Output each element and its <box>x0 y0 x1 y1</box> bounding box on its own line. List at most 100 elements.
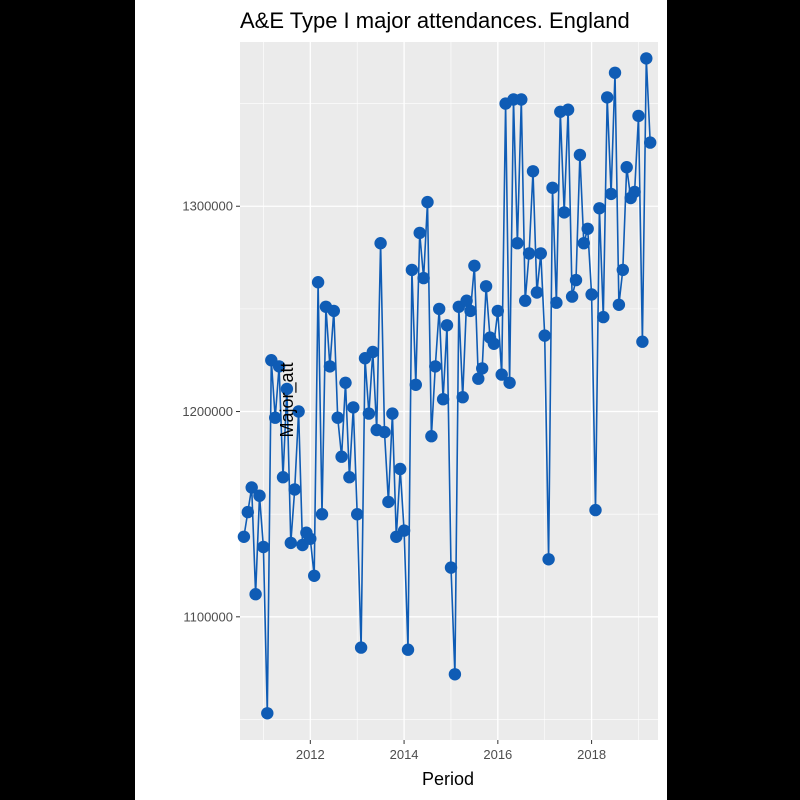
data-point <box>382 495 395 509</box>
data-point <box>581 222 594 235</box>
y-tick-label: 1200000 <box>182 404 233 419</box>
data-point <box>628 185 641 199</box>
data-point <box>331 411 344 424</box>
data-point <box>515 93 528 106</box>
data-point <box>272 360 286 373</box>
data-point <box>569 273 583 287</box>
data-point <box>456 391 469 404</box>
data-point <box>401 643 415 656</box>
data-point <box>429 360 442 373</box>
data-point <box>249 588 262 601</box>
data-point <box>534 247 547 260</box>
x-tick-label: 2016 <box>483 747 512 762</box>
y-axis: 1100000 1200000 1300000 <box>182 199 240 624</box>
data-point <box>304 532 317 545</box>
data-point <box>608 66 622 80</box>
data-point <box>276 471 290 484</box>
data-point <box>397 524 411 537</box>
data-point <box>472 372 485 385</box>
data-point <box>601 91 614 104</box>
data-point <box>487 337 501 350</box>
data-point <box>394 462 407 476</box>
data-point <box>440 319 454 332</box>
data-point <box>558 206 571 219</box>
data-point <box>546 181 559 194</box>
data-point <box>616 263 629 277</box>
data-point <box>351 508 364 521</box>
data-point <box>311 276 325 289</box>
data-point <box>612 298 626 311</box>
data-point <box>245 481 258 494</box>
data-point <box>491 304 504 318</box>
data-point <box>253 489 266 502</box>
data-point <box>604 187 618 201</box>
data-point <box>573 148 587 162</box>
data-point <box>374 237 387 250</box>
data-point <box>292 405 305 418</box>
data-point <box>433 302 446 316</box>
data-point <box>479 280 493 293</box>
data-point <box>530 286 544 299</box>
data-point <box>237 530 251 543</box>
data-point <box>589 503 602 517</box>
data-point <box>257 540 270 554</box>
data-point <box>444 561 458 574</box>
data-point <box>409 378 422 391</box>
data-point <box>421 195 434 209</box>
x-tick-label: 2014 <box>390 747 419 762</box>
y-axis-title: Major_att <box>277 362 298 437</box>
data-point <box>565 290 579 303</box>
data-point <box>362 407 376 420</box>
plot-area <box>240 42 658 740</box>
data-point <box>284 536 297 550</box>
data-point <box>347 401 360 414</box>
data-point <box>460 294 473 307</box>
data-point <box>261 707 274 720</box>
data-point <box>640 52 653 65</box>
data-point <box>323 360 337 373</box>
data-point <box>561 103 575 116</box>
data-point <box>335 450 348 463</box>
data-point <box>241 505 254 519</box>
x-axis: 2012 2014 2016 2018 <box>296 740 606 762</box>
data-point <box>519 294 532 307</box>
data-point <box>366 345 379 359</box>
data-point <box>464 304 477 318</box>
data-point <box>413 226 426 240</box>
x-tick-label: 2018 <box>577 747 606 762</box>
x-tick-label: 2012 <box>296 747 325 762</box>
data-point <box>378 425 391 439</box>
chart: A&E Type I major attendances. England 11… <box>182 8 658 789</box>
data-point <box>511 237 524 250</box>
grid-major <box>240 42 658 740</box>
x-axis-title: Period <box>422 769 474 789</box>
data-point <box>343 471 356 484</box>
data-point <box>597 310 610 324</box>
data-point <box>315 508 329 521</box>
chart-panel: A&E Type I major attendances. England 11… <box>135 0 667 800</box>
data-point <box>476 362 489 375</box>
data-point <box>644 136 657 149</box>
data-point <box>538 329 551 342</box>
data-point <box>636 335 649 348</box>
data-point <box>269 411 282 424</box>
data-point <box>417 271 430 285</box>
chart-title: A&E Type I major attendances. England <box>240 8 630 33</box>
data-point <box>550 296 563 309</box>
data-point <box>495 368 508 381</box>
y-tick-label: 1300000 <box>182 199 233 214</box>
data-point <box>436 393 450 406</box>
data-point <box>280 382 294 396</box>
y-tick-label: 1100000 <box>183 609 233 624</box>
series-layer <box>237 52 657 720</box>
data-point <box>354 641 368 654</box>
data-point <box>468 259 481 272</box>
data-point <box>542 553 555 566</box>
data-point <box>632 109 645 123</box>
data-point <box>577 237 590 250</box>
data-point <box>288 483 301 496</box>
data-point <box>526 165 540 178</box>
data-point <box>405 263 419 277</box>
data-point <box>593 202 606 215</box>
